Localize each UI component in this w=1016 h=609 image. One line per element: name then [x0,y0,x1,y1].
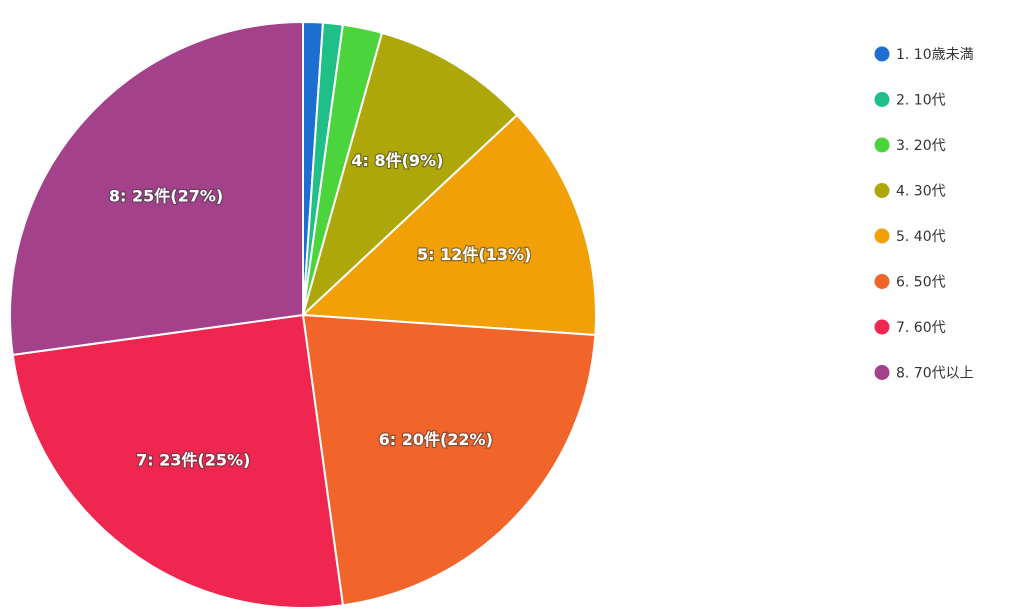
legend-swatch-2 [874,92,890,107]
slice-label-7: 7: 23件(25%) [136,451,250,470]
legend-item-8: 8. 70代以上 [874,365,974,382]
legend-swatch-1 [874,46,890,62]
slice-label-5: 5: 12件(13%) [417,245,531,264]
pie-slice-5 [300,113,597,337]
legend: 1. 10歳未満 2. 10代 3. 20代 4. 30代 5. 40代 6. 50代 7.… [874,46,974,382]
slice-label-6: 6: 20件(22%) [379,430,493,449]
legend-label-2: 2. 10代 [896,93,946,109]
legend-item-7: 7. 60代 [874,319,946,336]
legend-swatch-6 [874,274,890,289]
pie-slices [9,20,597,609]
legend-label-5: 5. 40代 [896,229,946,245]
pie-slice-7 [11,313,345,609]
legend-label-8: 8. 70代以上 [896,366,974,382]
slice-label-8: 8: 25件(27%) [109,187,223,206]
slice-label-4: 4: 8件(9%) [351,151,443,170]
pie-slice-8 [9,20,304,357]
legend-item-3: 3. 20代 [874,137,946,154]
legend-item-4: 4. 30代 [874,183,946,200]
legend-swatch-8 [874,365,890,380]
legend-swatch-4 [874,183,890,198]
legend-swatch-7 [874,319,890,335]
legend-item-1: 1. 10歳未満 [874,46,974,63]
legend-item-2: 2. 10代 [874,92,946,109]
legend-label-6: 6. 50代 [896,275,946,291]
legend-swatch-5 [874,228,890,244]
legend-label-4: 4. 30代 [896,184,946,200]
legend-label-7: 7. 60代 [896,320,946,336]
pie-slice-labels: 4: 8件(9%) 5: 12件(13%) 6: 20件(22%) 7: 23件(25… [108,150,533,471]
pie-slice-6 [301,313,597,607]
legend-label-1: 1. 10歳未満 [896,47,974,63]
pie-slice-4 [301,31,519,319]
legend-swatch-3 [874,137,890,153]
legend-item-5: 5. 40代 [874,228,946,245]
legend-item-6: 6. 50代 [874,274,946,291]
legend-label-3: 3. 20代 [896,138,946,154]
